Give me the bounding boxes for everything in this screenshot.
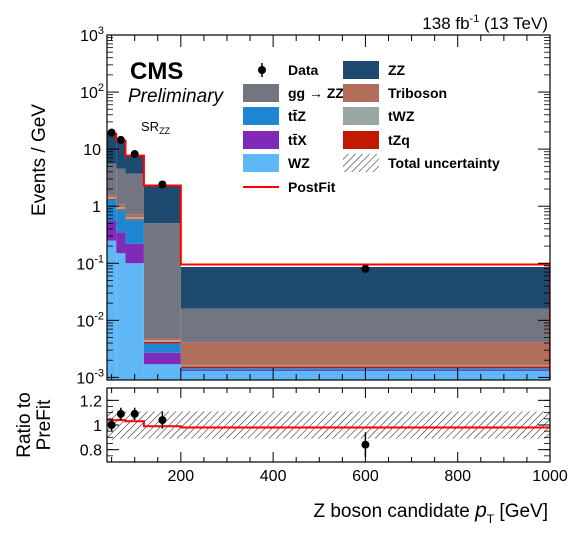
x-tick-label: 1000 [532, 468, 568, 485]
ratio-y-tick-label: 0.8 [80, 443, 102, 460]
bar-wz [125, 263, 144, 380]
legend-label: tt̄Z [288, 108, 306, 124]
bar-triboson [125, 214, 144, 218]
legend-label: tWZ [388, 108, 415, 124]
data-point [158, 180, 167, 189]
bar-triboson [116, 204, 126, 208]
legend-label: tZq [388, 132, 410, 148]
legend-label: gg → ZZ [288, 85, 344, 101]
data-point [361, 264, 370, 273]
legend-item: tZq [343, 131, 410, 149]
status-label: Preliminary [128, 86, 225, 107]
y-tick-label: 10-2 [76, 310, 104, 330]
bar-ttx [116, 232, 126, 254]
bar-ttx [107, 221, 117, 241]
region-label: SRZZ [141, 119, 171, 136]
bar-tzq [180, 366, 550, 369]
data-point [130, 150, 139, 159]
legend-item: Triboson [343, 84, 447, 102]
main-frame [106, 34, 551, 381]
legend-label: PostFit [288, 179, 336, 195]
legend-item: Total uncertainty [343, 154, 500, 172]
bar-wz [107, 240, 117, 380]
y-axis-title: Events / GeV [29, 104, 50, 216]
bar-tzq [116, 209, 126, 211]
postfit-line [107, 132, 550, 380]
y-tick-label: 103 [80, 25, 104, 45]
legend-label: ZZ [388, 62, 406, 78]
legend-label: WZ [288, 155, 310, 171]
y-tick-label: 10-1 [76, 253, 104, 273]
bar-ttx [143, 352, 181, 365]
bar-twz [116, 207, 126, 210]
bar-triboson [143, 338, 181, 341]
x-tick-label: 400 [260, 468, 287, 485]
y-tick-label: 10 [83, 142, 101, 159]
ratio-panel: 0.8 1 1.2 200 400 600 800 1000 [80, 387, 568, 485]
bar-zz [180, 266, 550, 309]
y-tick-label: 10-3 [76, 367, 104, 387]
legend-label: tt̄X [288, 132, 307, 148]
lumi-label: 138 fb-1 (13 TeV) [422, 13, 548, 33]
bar-tzq [143, 341, 181, 344]
x-tick-label: 600 [352, 468, 379, 485]
bar-triboson [180, 342, 550, 365]
ratio-data-point [116, 407, 125, 421]
bar-wz [143, 364, 181, 380]
bar-wz [116, 253, 126, 380]
ratio-y-title-line2: PreFit [34, 399, 55, 450]
x-tick-label: 200 [167, 468, 194, 485]
bar-twz [125, 217, 144, 220]
bar-tzq [107, 198, 117, 200]
legend-item: Data [258, 62, 319, 78]
legend-item: gg → ZZ [243, 84, 344, 102]
bar-twz [143, 340, 181, 342]
bar-twz [180, 364, 550, 367]
bar-ttz [125, 220, 144, 244]
x-tick-label: 800 [444, 468, 471, 485]
stack [107, 133, 550, 380]
bar-ttz [116, 210, 126, 233]
uncertainty-band [116, 411, 126, 439]
x-axis-title: Z boson candidate pT [GeV] [313, 499, 548, 526]
bar-twz [107, 196, 117, 199]
data-point [116, 135, 125, 144]
legend-label: Total uncertainty [388, 155, 500, 171]
bar-ttx [125, 243, 144, 264]
legend-item: tWZ [343, 107, 415, 125]
experiment-label: CMS [130, 58, 183, 85]
legend-item: WZ [243, 154, 310, 172]
uncertainty-band [125, 411, 144, 439]
ratio-y-tick-label: 1 [93, 418, 102, 435]
bar-ggzz [116, 168, 126, 205]
bar-ttz [107, 199, 117, 222]
bar-zz [107, 133, 117, 164]
ratio-y-tick-label: 1.2 [80, 393, 102, 410]
main-panel: 10-3 10-2 10-1 1 10 102 103 [76, 25, 551, 387]
bar-triboson [107, 194, 117, 197]
legend-item: ZZ [343, 61, 406, 79]
bar-ggzz [125, 173, 144, 215]
ratio-data-point [130, 407, 139, 421]
y-tick-label: 1 [92, 199, 101, 216]
legend-label: Triboson [388, 85, 447, 101]
legend-label: Data [288, 62, 319, 78]
ratio-data-point [158, 411, 167, 429]
bar-ggzz [143, 223, 181, 339]
bar-zz [125, 155, 144, 174]
bar-tzq [125, 219, 144, 221]
ratio-postfit-line [107, 419, 550, 429]
bar-ttz [143, 343, 181, 353]
ratio-y-title-line1: Ratio to [14, 392, 35, 457]
legend-item: tt̄Z [243, 107, 306, 125]
bar-zz [116, 140, 126, 169]
legend: Data ZZ gg → ZZ Triboson tt̄Z tWZ tt̄X tZq WZ Tot… [243, 61, 500, 195]
bar-ggzz [180, 308, 550, 343]
legend-item: PostFit [243, 179, 336, 195]
bar-zz [143, 185, 181, 224]
data-point [107, 128, 116, 137]
legend-item: tt̄X [243, 131, 307, 149]
y-tick-label: 102 [80, 82, 104, 102]
